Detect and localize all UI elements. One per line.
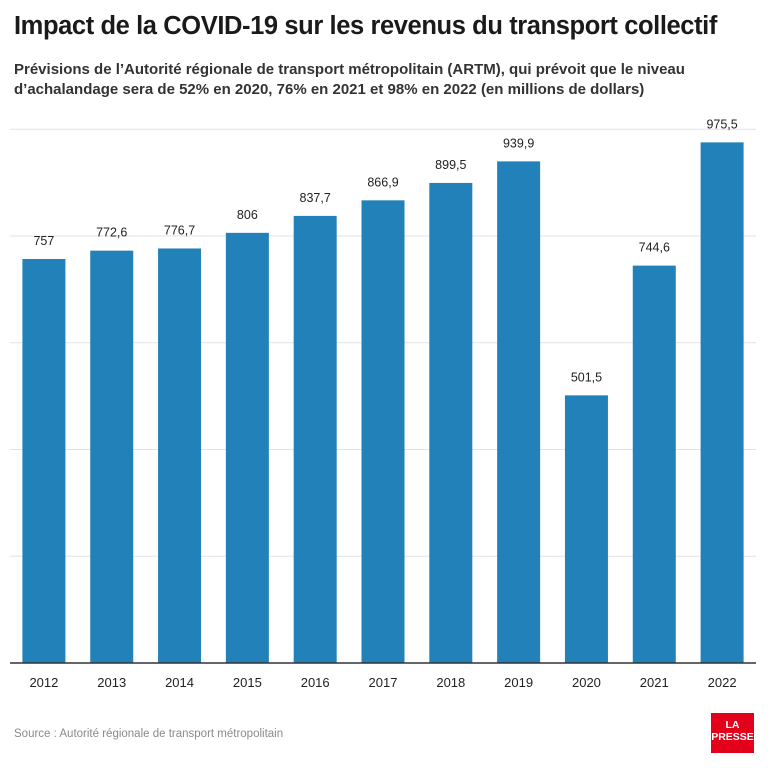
- bar-2017: [361, 200, 405, 664]
- bar-2013: [90, 250, 134, 663]
- value-label-2016: 837,7: [300, 191, 331, 205]
- value-label-2018: 899,5: [435, 158, 466, 172]
- x-tick-label-2013: 2013: [97, 675, 126, 690]
- logo-line-2: PRESSE: [711, 731, 754, 743]
- x-tick-label-2018: 2018: [436, 675, 465, 690]
- value-label-2014: 776,7: [164, 223, 195, 237]
- x-tick-label-2019: 2019: [504, 675, 533, 690]
- x-tick-labels: 2012 2013 2014 2015 2016 2017 2018 2019 2020 2021…: [29, 675, 736, 690]
- value-label-2015: 806: [237, 208, 258, 222]
- value-label-2017: 866,9: [367, 175, 398, 189]
- value-label-2021: 744,6: [639, 241, 670, 255]
- source-note: Source : Autorité régionale de transport…: [14, 728, 284, 740]
- x-tick-label-2022: 2022: [708, 675, 737, 690]
- bar-2012: [22, 258, 66, 663]
- logo-line-1: LA: [725, 719, 740, 731]
- bar-2018: [429, 182, 473, 664]
- bar-2020: [564, 395, 608, 663]
- value-labels: 757 772,6 776,7 806 837,7 866,9 899,5 939,9 501,…: [33, 117, 737, 384]
- value-label-2020: 501,5: [571, 370, 602, 384]
- value-label-2013: 772,6: [96, 226, 127, 240]
- value-label-2012: 757: [33, 234, 54, 248]
- bar-2016: [293, 215, 337, 664]
- x-tick-label-2017: 2017: [369, 675, 398, 690]
- x-tick-label-2015: 2015: [233, 675, 262, 690]
- x-tick-label-2014: 2014: [165, 675, 194, 690]
- bar-2015: [225, 232, 269, 663]
- value-label-2019: 939,9: [503, 136, 534, 150]
- x-tick-label-2012: 2012: [29, 675, 58, 690]
- bar-2022: [700, 142, 744, 663]
- value-label-2022: 975,5: [706, 117, 737, 131]
- bars: [22, 142, 744, 664]
- x-tick-label-2021: 2021: [640, 675, 669, 690]
- chart-subtitle: Prévisions de l’Autorité régionale de tr…: [14, 61, 685, 98]
- chart-title: Impact de la COVID-19 sur les revenus du…: [14, 12, 717, 40]
- x-tick-label-2020: 2020: [572, 675, 601, 690]
- la-presse-logo: LA PRESSE: [711, 713, 754, 753]
- bar-2021: [632, 265, 676, 663]
- bar-2014: [158, 248, 202, 663]
- x-tick-label-2016: 2016: [301, 675, 330, 690]
- bar-2019: [497, 161, 541, 663]
